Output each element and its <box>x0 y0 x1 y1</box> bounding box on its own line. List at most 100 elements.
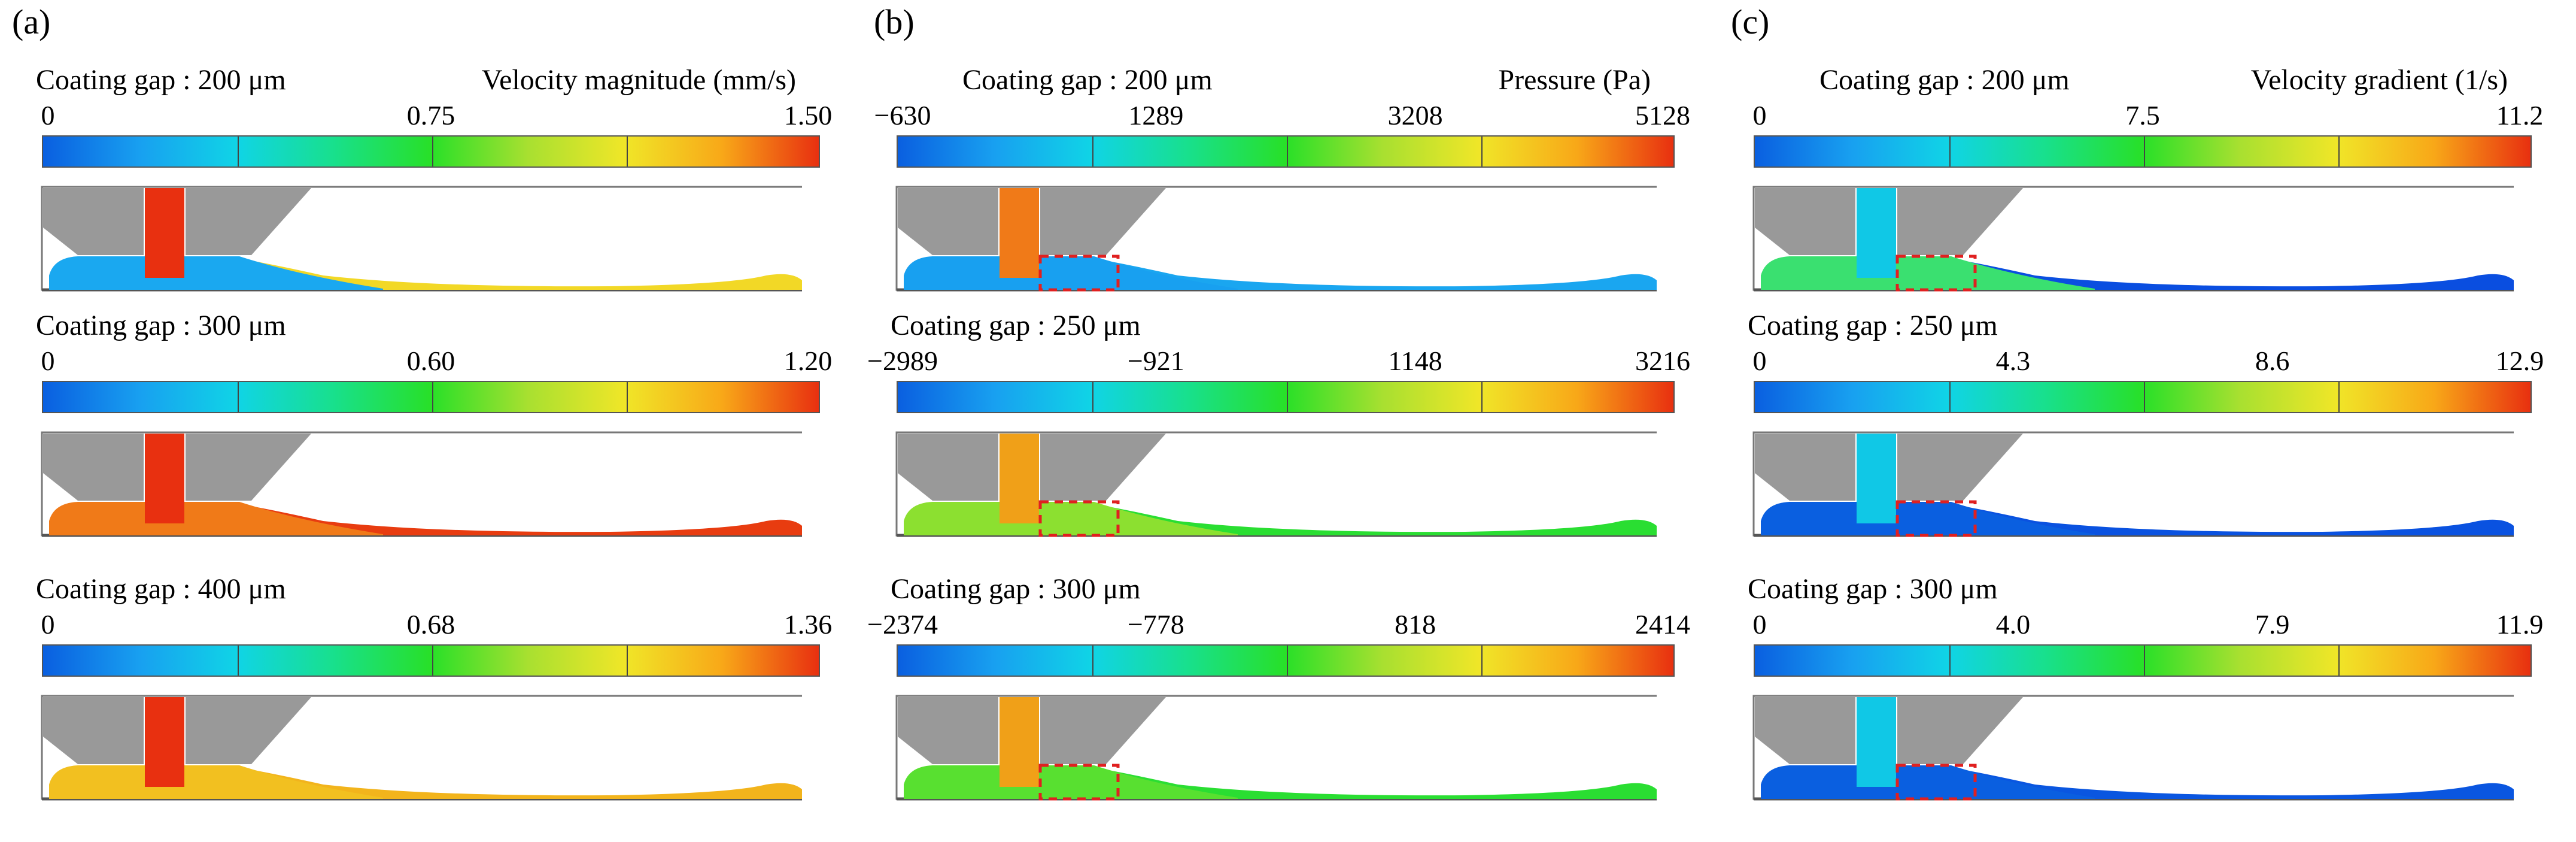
upstream-die-lip <box>1755 434 1855 501</box>
colorbar-tick-label: 2414 <box>1635 609 1690 640</box>
colorbar-tick-label: 3216 <box>1635 346 1690 376</box>
flow-domain <box>1724 186 2514 293</box>
coating-bead <box>904 256 1238 290</box>
flow-domain <box>12 431 802 539</box>
colorbar-tick-label: 818 <box>1395 609 1436 640</box>
colorbar-tick-label: 0 <box>41 100 55 131</box>
colorbar <box>1754 644 2532 677</box>
highlight-box <box>1895 500 1977 537</box>
panel-label: (b) <box>874 2 915 41</box>
downstream-die-lip <box>1040 188 1166 255</box>
colorbar-divider <box>1481 137 1483 166</box>
feed-slot <box>1000 188 1039 278</box>
flow-domain <box>867 431 1657 539</box>
feed-slot <box>1000 434 1039 523</box>
colorbar-tick-label: 1.36 <box>783 609 833 640</box>
colorbar <box>897 135 1675 168</box>
colorbar-divider <box>1092 137 1093 166</box>
downstream-die-lip <box>186 697 311 764</box>
colorbar-divider <box>432 646 433 676</box>
colorbar-tick-label: 11.9 <box>2496 609 2544 640</box>
panel-label: (a) <box>12 2 51 41</box>
colorbar <box>897 381 1675 413</box>
colorbar-tick-label: 1148 <box>1388 346 1442 376</box>
feed-slot <box>1000 697 1039 787</box>
colorbar-divider <box>1481 382 1483 412</box>
colorbar-divider <box>2338 137 2340 166</box>
colorbar-tick-label: 1.50 <box>783 100 833 131</box>
contour-subplot: Coating gap : 400 μm 0 0.68 1.36 <box>12 575 832 826</box>
coating-gap-label: Coating gap : 300 μm <box>36 310 286 341</box>
colorbar-divider <box>1949 382 1951 412</box>
flow-domain <box>1724 695 2514 802</box>
colorbar <box>42 381 820 413</box>
coating-bead <box>1761 256 2095 290</box>
colorbar-tick-label: 0 <box>1752 100 1767 131</box>
contour-subplot: Coating gap : 300 μm 0 0.60 1.20 <box>12 310 832 563</box>
colorbar-divider <box>1092 646 1093 676</box>
colorbar-divider <box>1949 646 1951 676</box>
flow-domain <box>12 695 802 802</box>
colorbar-divider <box>238 382 239 412</box>
panel-label: (c) <box>1731 2 1770 41</box>
upstream-die-lip <box>1755 188 1855 255</box>
colorbar-divider <box>2144 382 2145 412</box>
colorbar-divider <box>1092 382 1093 412</box>
coating-gap-label: Coating gap : 250 μm <box>891 310 1141 341</box>
contour-subplot: Coating gap : 300 μm −2374 −778 818 2414 <box>867 575 1690 826</box>
flow-domain-svg <box>41 695 802 801</box>
coating-bead <box>1761 765 2095 799</box>
colorbar-tick-label: 1289 <box>1128 100 1184 131</box>
colorbar-tick-label: 0 <box>1752 346 1767 376</box>
colorbar-divider <box>432 137 433 166</box>
colorbar-tick-label: 0 <box>41 609 55 640</box>
colorbar-tick-label: 1.20 <box>783 346 833 376</box>
colorbar-tick-label: −2989 <box>867 346 938 376</box>
colorbar-tick-label: 7.9 <box>2255 609 2290 640</box>
upstream-die-lip <box>898 697 998 764</box>
contour-subplot: Coating gap : 200 μm Pressure (Pa) −630 128… <box>867 64 1690 317</box>
highlight-box <box>1038 255 1120 292</box>
colorbar-divider <box>1287 382 1288 412</box>
colorbar-tick-label: 11.2 <box>2496 100 2544 131</box>
coating-bead <box>904 502 1238 535</box>
colorbar <box>42 135 820 168</box>
downstream-die-lip <box>186 188 311 255</box>
upstream-die-lip <box>898 188 998 255</box>
colorbar-tick-label: 7.5 <box>2125 100 2160 131</box>
colorbar-quantity-label: Pressure (Pa) <box>1498 64 1651 96</box>
coating-bead <box>1761 502 2095 535</box>
colorbar <box>1754 381 2532 413</box>
flow-domain-svg <box>41 186 802 292</box>
flow-domain-svg <box>895 186 1657 292</box>
colorbar-tick-label: −778 <box>1127 609 1184 640</box>
upstream-die-lip <box>1755 697 1855 764</box>
colorbar <box>897 644 1675 677</box>
flow-domain <box>867 695 1657 802</box>
colorbar-divider <box>238 646 239 676</box>
colorbar-divider <box>1287 137 1288 166</box>
highlight-box <box>1038 500 1120 537</box>
figure-column-2: (b) Coating gap : 200 μm Pressure (Pa) −630… <box>867 0 1725 842</box>
colorbar-divider <box>2144 646 2145 676</box>
upstream-die-lip <box>43 188 144 255</box>
highlight-box <box>1895 764 1977 801</box>
colorbar-divider <box>627 382 628 412</box>
flow-domain-svg <box>1752 186 2514 292</box>
coating-bead <box>904 765 1238 799</box>
downstream-die-lip <box>1040 697 1166 764</box>
colorbar-tick-label: 0.68 <box>406 609 455 640</box>
contour-subplot: Coating gap : 200 μm Velocity magnitude (… <box>12 64 832 317</box>
colorbar <box>1754 135 2532 168</box>
downstream-die-lip <box>1897 434 2023 501</box>
feed-slot <box>1857 188 1896 278</box>
flow-domain <box>1724 431 2514 539</box>
colorbar-quantity-label: Velocity magnitude (mm/s) <box>481 64 796 96</box>
coating-bead <box>49 765 383 799</box>
colorbar-divider <box>627 137 628 166</box>
coating-gap-label: Coating gap : 300 μm <box>1748 573 1998 605</box>
downstream-die-lip <box>1897 697 2023 764</box>
flow-domain-svg <box>895 695 1657 801</box>
figure-column-3: (c) Coating gap : 200 μm Velocity gradient… <box>1724 0 2576 842</box>
